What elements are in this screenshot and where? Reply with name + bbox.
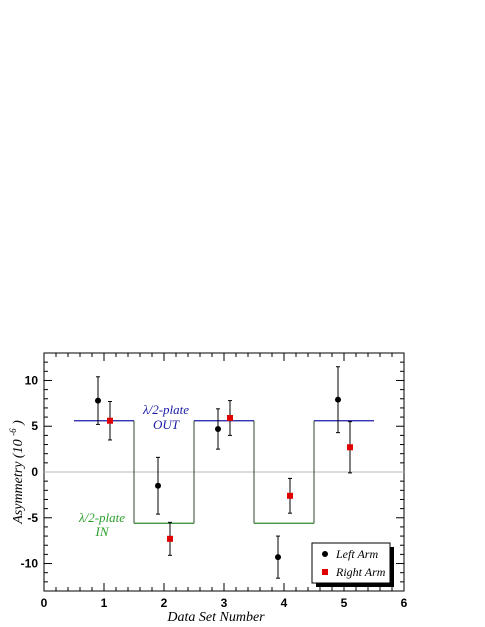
x-tick-label: 2 [161,596,168,610]
y-axis-unit-close: ) [11,420,26,426]
annotation-in-line1: λ/2-plate [78,510,125,525]
legend: Left Arm Right Arm [311,542,394,587]
x-tick-label: 1 [101,596,108,610]
point-left-arm [155,482,161,489]
point-right-arm [347,444,353,451]
x-axis-label: Data Set Number [166,610,265,625]
point-right-arm [107,417,113,424]
svg-text:Asymmetry (10: Asymmetry (10 -6 ) [5,420,26,525]
x-tick-label: 6 [401,596,408,610]
point-right-arm [227,414,233,421]
data-points [95,366,353,579]
y-axis-unit-exp: -6 [8,428,18,436]
legend-marker-left-arm [322,551,328,557]
annotation-out-line1: λ/2-plate [142,402,189,417]
y-axis-label: Asymmetry [11,461,26,525]
annotation-in-line2: IN [95,524,110,539]
y-axis-unit-base: (10 [11,439,26,458]
legend-marker-right-arm [322,569,328,575]
axis-ticks: 0 1 2 3 4 5 6 10 5 0 -5 -10 [21,353,408,610]
legend-label-left-arm: Left Arm [335,547,378,561]
legend-box [311,542,391,584]
point-right-arm [287,492,293,499]
x-tick-label: 5 [341,596,348,610]
y-tick-label: 10 [25,373,39,387]
y-tick-label: 5 [31,419,38,433]
y-axis-title: Asymmetry (10 -6 ) [5,420,26,525]
y-tick-label: -5 [27,511,38,525]
point-left-arm [335,396,341,403]
point-left-arm [215,425,221,432]
point-left-arm [95,397,101,404]
x-tick-label: 0 [41,596,48,610]
annotation-out-line2: OUT [153,417,180,432]
point-right-arm [167,535,173,542]
point-left-arm [275,554,281,561]
y-tick-label: -10 [21,557,39,571]
y-tick-label: 0 [31,465,38,479]
x-tick-label: 4 [281,596,288,610]
plate-state-steps [74,420,374,524]
x-tick-label: 3 [221,596,228,610]
legend-label-right-arm: Right Arm [335,565,386,579]
